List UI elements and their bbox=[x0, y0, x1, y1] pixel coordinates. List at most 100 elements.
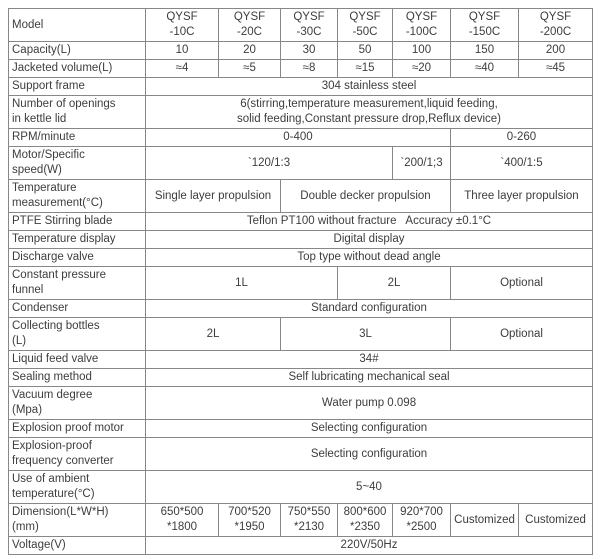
value-cell: 100 bbox=[392, 41, 451, 60]
row-label-frequency-converter: Explosion-proof frequency converter bbox=[8, 437, 146, 471]
row-explosion-proof-motor: Explosion proof motor Selecting configur… bbox=[8, 419, 593, 438]
value-cell: ≈5 bbox=[218, 59, 281, 78]
value-cell: ≈45 bbox=[518, 59, 593, 78]
value-cell: Selecting configuration bbox=[145, 437, 593, 471]
dimension-cell: Customized bbox=[518, 503, 593, 537]
value-cell: ≈4 bbox=[145, 59, 219, 78]
row-model: Model QYSF -10C QYSF -20C QYSF -30C QYSF… bbox=[8, 8, 593, 42]
value-cell: Top type without dead angle bbox=[145, 248, 593, 267]
row-label-condenser: Condenser bbox=[8, 299, 146, 318]
model-cell: QYSF -100C bbox=[392, 8, 451, 42]
row-frequency-converter: Explosion-proof frequency converter Sele… bbox=[8, 437, 593, 471]
row-ambient-temperature: Use of ambient temperature(°C) 5~40 bbox=[8, 470, 593, 504]
row-label-temp-display: Temperature display bbox=[8, 230, 146, 249]
row-label-dimension: Dimension(L*W*H) (mm) bbox=[8, 503, 146, 537]
model-cell: QYSF -200C bbox=[518, 8, 593, 42]
row-label-ambient-temperature: Use of ambient temperature(°C) bbox=[8, 470, 146, 504]
value-cell: 2L bbox=[145, 317, 281, 351]
value-cell: Single layer propulsion bbox=[145, 179, 281, 213]
value-cell: 200 bbox=[518, 41, 593, 60]
row-capacity: Capacity(L) 10 20 30 50 100 150 200 bbox=[8, 41, 593, 60]
value-cell: Self lubricating mechanical seal bbox=[145, 368, 593, 387]
row-stirring-blade: PTFE Stirring blade Teflon PT100 without… bbox=[8, 212, 593, 231]
row-label-sealing-method: Sealing method bbox=[8, 368, 146, 387]
row-label-rpm: RPM/minute bbox=[8, 128, 146, 147]
value-cell: 34# bbox=[145, 350, 593, 369]
row-label-model: Model bbox=[8, 8, 146, 42]
value-cell: 304 stainless steel bbox=[145, 77, 593, 96]
value-cell: `120/1:3 bbox=[145, 146, 393, 180]
row-label-explosion-proof-motor: Explosion proof motor bbox=[8, 419, 146, 438]
row-label-support-frame: Support frame bbox=[8, 77, 146, 96]
row-label-capacity: Capacity(L) bbox=[8, 41, 146, 60]
value-cell: 50 bbox=[337, 41, 393, 60]
value-cell: Optional bbox=[450, 266, 593, 300]
dimension-cell: 700*520 *1950 bbox=[218, 503, 281, 537]
value-cell: Optional bbox=[450, 317, 593, 351]
value-cell: 220V/50Hz bbox=[145, 536, 593, 555]
value-cell: 5~40 bbox=[145, 470, 593, 504]
dimension-cell: 750*550 *2130 bbox=[280, 503, 338, 537]
value-cell: `200/1;3 bbox=[392, 146, 451, 180]
row-discharge-valve: Discharge valve Top type without dead an… bbox=[8, 248, 593, 267]
row-label-collecting-bottles: Collecting bottles (L) bbox=[8, 317, 146, 351]
value-cell: 0-260 bbox=[450, 128, 593, 147]
row-label-motor-speed: Motor/Specific speed(W) bbox=[8, 146, 146, 180]
value-cell: Double decker propulsion bbox=[280, 179, 451, 213]
model-cell: QYSF -20C bbox=[218, 8, 281, 42]
row-rpm: RPM/minute 0-400 0-260 bbox=[8, 128, 593, 147]
dimension-cell: 920*700 *2500 bbox=[392, 503, 451, 537]
row-pressure-funnel: Constant pressure funnel 1L 2L Optional bbox=[8, 266, 593, 300]
row-label-voltage: Voltage(V) bbox=[8, 536, 146, 555]
row-liquid-feed-valve: Liquid feed valve 34# bbox=[8, 350, 593, 369]
value-cell: 1L bbox=[145, 266, 338, 300]
row-label-stirring-blade: PTFE Stirring blade bbox=[8, 212, 146, 231]
row-label-vacuum-degree: Vacuum degree (Mpa) bbox=[8, 386, 146, 420]
row-dimension: Dimension(L*W*H) (mm) 650*500 *1800 700*… bbox=[8, 503, 593, 537]
value-cell: ≈40 bbox=[450, 59, 519, 78]
value-cell: ≈15 bbox=[337, 59, 393, 78]
value-cell: 6(stirring,temperature measurement,liqui… bbox=[145, 95, 593, 129]
dimension-cell: Customized bbox=[450, 503, 519, 537]
value-cell: 0-400 bbox=[145, 128, 451, 147]
row-openings: Number of openings in kettle lid 6(stirr… bbox=[8, 95, 593, 129]
row-label-temp-measurement: Temperature measurement(°C) bbox=[8, 179, 146, 213]
row-label-jacketed-volume: Jacketed volume(L) bbox=[8, 59, 146, 78]
value-cell: 10 bbox=[145, 41, 219, 60]
row-label-pressure-funnel: Constant pressure funnel bbox=[8, 266, 146, 300]
value-cell: Selecting configuration bbox=[145, 419, 593, 438]
dimension-cell: 650*500 *1800 bbox=[145, 503, 219, 537]
value-cell: ≈20 bbox=[392, 59, 451, 78]
row-label-discharge-valve: Discharge valve bbox=[8, 248, 146, 267]
value-cell: 3L bbox=[280, 317, 451, 351]
model-cell: QYSF -50C bbox=[337, 8, 393, 42]
row-label-openings: Number of openings in kettle lid bbox=[8, 95, 146, 129]
value-cell: Water pump 0.098 bbox=[145, 386, 593, 420]
row-temp-measurement: Temperature measurement(°C) Single layer… bbox=[8, 179, 593, 213]
model-cell: QYSF -10C bbox=[145, 8, 219, 42]
value-cell: ≈8 bbox=[280, 59, 338, 78]
value-cell: Three layer propulsion bbox=[450, 179, 593, 213]
dimension-cell: 800*600 *2350 bbox=[337, 503, 393, 537]
model-cell: QYSF -150C bbox=[450, 8, 519, 42]
row-motor-speed: Motor/Specific speed(W) `120/1:3 `200/1;… bbox=[8, 146, 593, 180]
value-cell: Teflon PT100 without fracture Accuracy ±… bbox=[145, 212, 593, 231]
row-collecting-bottles: Collecting bottles (L) 2L 3L Optional bbox=[8, 317, 593, 351]
value-cell: Digital display bbox=[145, 230, 593, 249]
row-jacketed-volume: Jacketed volume(L) ≈4 ≈5 ≈8 ≈15 ≈20 ≈40 … bbox=[8, 59, 593, 78]
row-support-frame: Support frame 304 stainless steel bbox=[8, 77, 593, 96]
spec-table: Model QYSF -10C QYSF -20C QYSF -30C QYSF… bbox=[8, 8, 593, 555]
row-voltage: Voltage(V) 220V/50Hz bbox=[8, 536, 593, 555]
value-cell: 30 bbox=[280, 41, 338, 60]
model-cell: QYSF -30C bbox=[280, 8, 338, 42]
row-sealing-method: Sealing method Self lubricating mechanic… bbox=[8, 368, 593, 387]
value-cell: Standard configuration bbox=[145, 299, 593, 318]
value-cell: 2L bbox=[337, 266, 451, 300]
value-cell: 20 bbox=[218, 41, 281, 60]
value-cell: `400/1:5 bbox=[450, 146, 593, 180]
row-condenser: Condenser Standard configuration bbox=[8, 299, 593, 318]
value-cell: 150 bbox=[450, 41, 519, 60]
row-vacuum-degree: Vacuum degree (Mpa) Water pump 0.098 bbox=[8, 386, 593, 420]
row-label-liquid-feed-valve: Liquid feed valve bbox=[8, 350, 146, 369]
